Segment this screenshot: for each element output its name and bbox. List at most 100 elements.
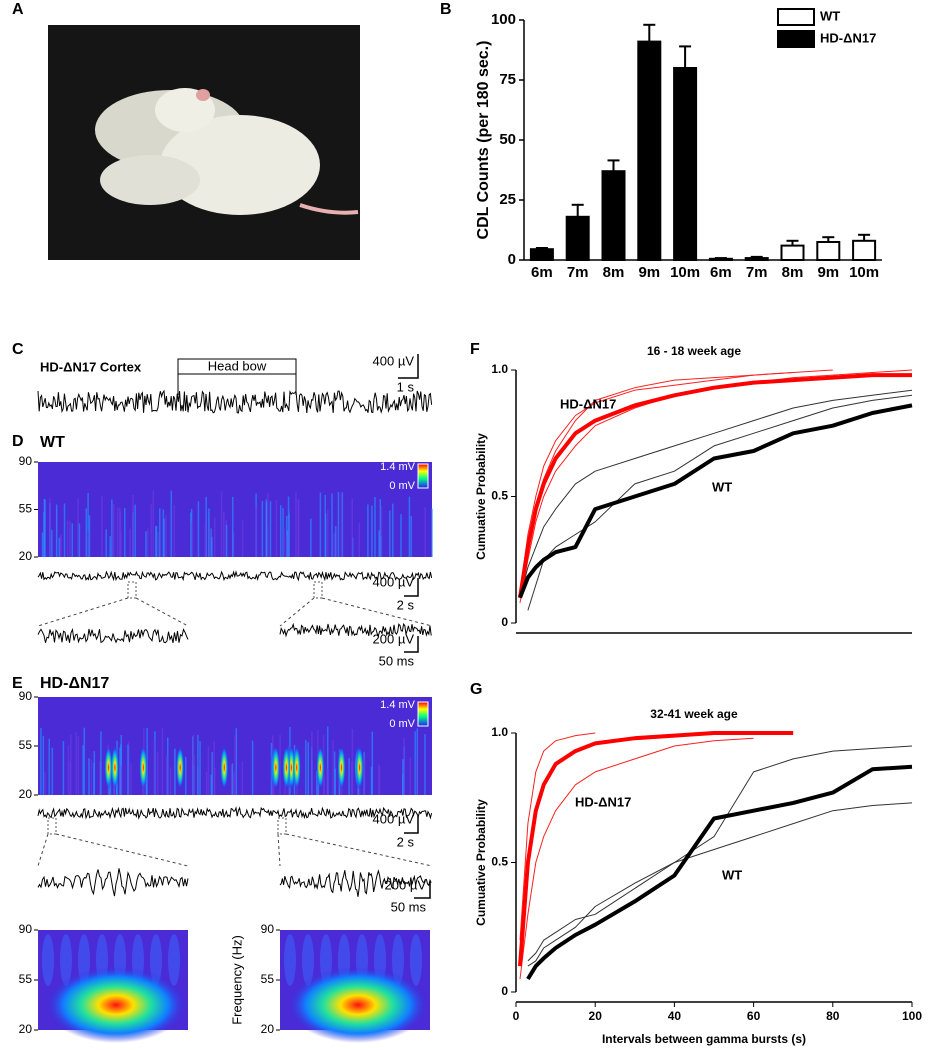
spectrogram-streak [269, 501, 272, 557]
spectrogram-streak [275, 499, 278, 557]
freq-tick-label: 20 [19, 1022, 33, 1036]
spectrogram-streak [205, 771, 208, 795]
annotation: WT [722, 867, 742, 882]
spectrogram-streak [134, 504, 136, 557]
spectrogram-streak [158, 508, 161, 557]
spectrogram-streak [105, 529, 107, 557]
spectrogram-streak [208, 508, 210, 557]
spectrogram-streak [99, 760, 101, 795]
spectrogram-streak [88, 515, 91, 557]
colorbar [417, 701, 429, 727]
legend-swatch [777, 30, 815, 48]
spectrogram-streak [173, 504, 175, 557]
x-tick-label: 7m [567, 264, 589, 281]
y-tick-label: 75 [499, 71, 516, 88]
spectrogram-streak [166, 755, 168, 795]
spectrogram-streak [324, 513, 327, 557]
spectrogram-streak [358, 522, 361, 557]
spectrogram-streak [410, 516, 412, 557]
eeg-trace [37, 570, 433, 582]
spectrogram-streak [389, 510, 391, 557]
bar [852, 239, 877, 262]
spectrogram-streak [152, 490, 154, 557]
x-tick-label: 7m [746, 264, 768, 281]
spectrogram-streak [431, 508, 433, 557]
spectrogram-lobe [42, 934, 54, 986]
legend-label: HD-ΔN17 [820, 30, 876, 45]
spectrogram-streak [209, 527, 211, 557]
eeg-trace [37, 389, 433, 414]
x-tick-label: 60 [747, 1009, 761, 1023]
spectrogram-streak [351, 728, 354, 795]
scale-bar [404, 815, 419, 834]
cdf-line [527, 745, 913, 962]
spectrogram-streak [55, 504, 58, 557]
spectrogram-streak [379, 499, 381, 557]
bar [744, 257, 769, 261]
spectrogram-streak [185, 756, 187, 795]
spectrogram-streak [192, 734, 195, 795]
zoom-box [313, 581, 323, 599]
spectrogram-streak [163, 518, 165, 557]
spectrogram-streak [44, 772, 46, 795]
spectrogram-streak [403, 737, 405, 795]
spectrogram-streak [348, 758, 350, 795]
spectrogram-streak [370, 766, 373, 795]
cdf-line [526, 764, 913, 981]
spectrogram-streak [341, 492, 344, 557]
spectrogram-burst [355, 746, 364, 790]
spectrogram-streak [77, 498, 79, 557]
event-box [177, 358, 297, 375]
scale-label: 50 ms [391, 899, 427, 914]
spectrogram-streak [333, 533, 335, 557]
spectrogram-lobe [284, 934, 296, 986]
cdf-line [519, 732, 596, 941]
eeg-trace [279, 869, 432, 897]
spectrogram-streak [197, 734, 199, 795]
spectrogram-streak [241, 761, 244, 795]
eeg-trace [37, 627, 189, 644]
spectrogram-streak [305, 740, 307, 795]
x-tick-label: 9m [817, 264, 839, 281]
spectrogram-streak [130, 763, 132, 795]
spectrogram-streak [283, 528, 285, 557]
panel-label: G [470, 681, 482, 698]
spectrogram-streak [331, 493, 333, 557]
spectrogram-streak [132, 506, 134, 557]
y-tick-label: 0 [501, 615, 508, 629]
panel-label: E [12, 675, 23, 692]
x-axis-label: Intervals between gamma bursts (s) [602, 1032, 806, 1046]
y-axis-label: CDL Counts (per 180 sec.) [475, 41, 492, 240]
colorbar-label: 1.4 mV [380, 699, 416, 711]
legend-label: WT [820, 8, 840, 23]
cdf-line [519, 389, 913, 598]
spectrogram-streak [210, 528, 212, 557]
spectrogram-streak [120, 532, 122, 557]
scale-label: 400 µV [373, 353, 415, 368]
x-tick-label: 8m [603, 264, 625, 281]
spectrogram-streak [233, 772, 235, 795]
bar [565, 215, 590, 262]
spectrogram-streak [66, 520, 69, 557]
spectrogram-streak [83, 727, 85, 795]
colorbar [417, 463, 429, 489]
spectrogram-streak [49, 498, 51, 557]
spectrogram-streak [285, 535, 288, 557]
zoom-line [277, 833, 433, 867]
spectrogram-streak [101, 495, 103, 557]
spectrogram-streak [118, 507, 121, 557]
x-tick-label: 40 [668, 1009, 682, 1023]
spectrogram-streak [190, 512, 192, 557]
spectrogram-burst [292, 746, 301, 790]
bar [673, 67, 698, 261]
bar [601, 170, 626, 261]
y-tick-label: 0 [501, 984, 508, 998]
spectrogram-streak [205, 496, 207, 557]
spectrogram-streak [116, 507, 119, 557]
spectrogram-streak [378, 764, 380, 795]
spectrogram-streak [307, 742, 310, 795]
spectrogram-streak [231, 496, 234, 557]
spectrogram-streak [295, 491, 297, 557]
freq-tick-label: 20 [19, 549, 33, 563]
spectrogram-streak [71, 523, 74, 557]
